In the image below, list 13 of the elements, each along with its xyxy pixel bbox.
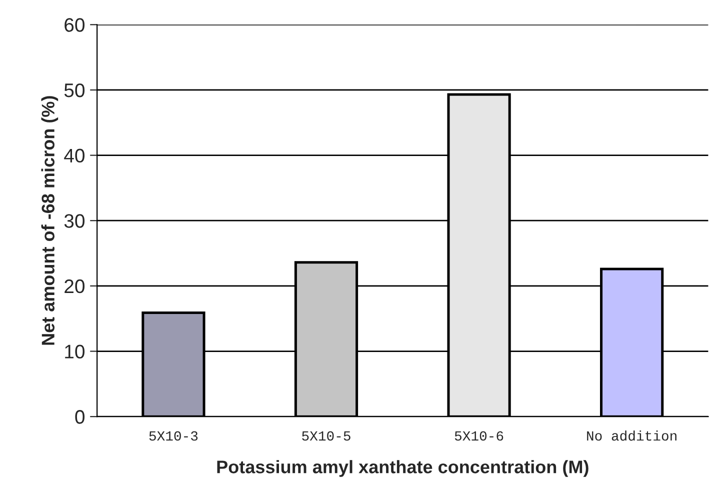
y-tick-label: 50 [64,83,84,98]
x-tick-label: 5X10-3 [149,431,198,441]
x-axis-title: Potassium amyl xanthate concentration (M) [217,460,588,477]
x-tick-label: 5X10-5 [302,431,350,441]
y-tick-label: 30 [64,214,84,228]
y-tick-label: 40 [64,148,84,163]
y-tick-label: 20 [64,279,84,294]
y-axis-title: Net amount of -68 micron (%) [41,96,58,345]
y-tick-label: 0 [75,410,84,424]
x-tick-label: No addition [587,430,676,441]
y-tick-label: 60 [64,18,84,32]
x-tick-label: 5X10-6 [454,431,504,441]
y-tick-label: 10 [65,344,84,358]
